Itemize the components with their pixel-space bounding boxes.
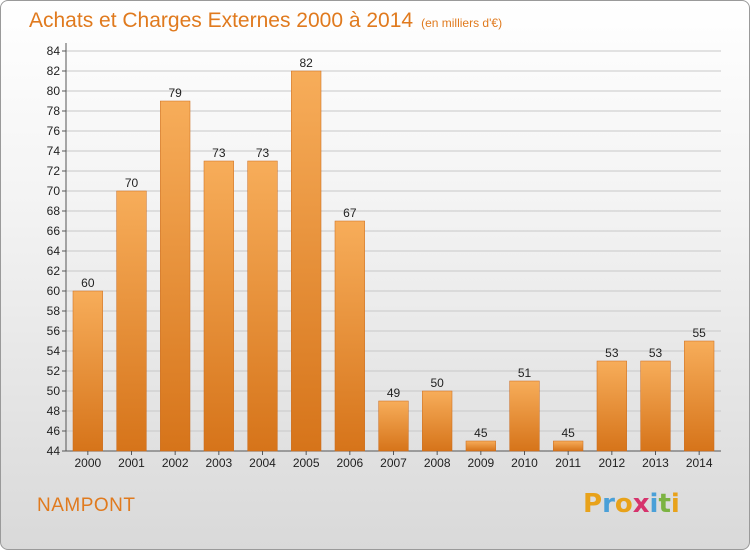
proxiti-logo: Proxiti	[583, 489, 680, 519]
value-label-2003: 73	[212, 146, 226, 160]
value-labels: 60 70 79 73 73 82 67 49 50 45 51 45 53 53 55	[81, 56, 706, 440]
y-tick-label: 44	[47, 444, 61, 458]
bar-2006	[334, 220, 365, 452]
value-label-2011: 45	[561, 426, 575, 440]
y-tick-label: 62	[47, 264, 61, 278]
value-label-2000: 60	[81, 276, 95, 290]
logo-letter: i	[670, 489, 680, 519]
bar-2002	[160, 100, 191, 452]
bar-2001	[116, 190, 147, 452]
logo-letter: x	[632, 489, 650, 519]
x-tick-label-2010: 2010	[511, 456, 538, 470]
y-tick-label: 72	[47, 164, 61, 178]
value-label-2009: 45	[474, 426, 488, 440]
y-tick-label: 54	[47, 344, 61, 358]
y-tick-label: 58	[47, 304, 61, 318]
y-tick-label: 70	[47, 184, 61, 198]
bars	[72, 70, 715, 452]
logo-letter: P	[583, 489, 603, 519]
x-tick-label-2000: 2000	[74, 456, 101, 470]
value-label-2005: 82	[299, 56, 313, 70]
bar-2000	[72, 290, 103, 452]
x-tick-label-2007: 2007	[380, 456, 407, 470]
y-axis-ticks: 44 46 48 50 52 54 56 58 60 62 64 66 68 70 72 74 76 78 80 82…	[47, 44, 66, 458]
value-label-2006: 67	[343, 206, 357, 220]
value-label-2013: 53	[649, 346, 663, 360]
y-tick-label: 50	[47, 384, 61, 398]
y-tick-label: 48	[47, 404, 61, 418]
y-tick-label: 82	[47, 64, 61, 78]
x-axis-labels: 2000 2001 2002 2003 2004 2005 2006 2007 2008 2009…	[74, 451, 713, 470]
value-label-2008: 50	[430, 376, 444, 390]
bar-2012	[596, 360, 627, 452]
x-tick-label-2013: 2013	[642, 456, 669, 470]
x-tick-label-2001: 2001	[118, 456, 145, 470]
logo-letter: t	[658, 489, 671, 519]
chart-title: Achats et Charges Externes 2000 à 2014 (e…	[29, 9, 502, 33]
y-tick-label: 64	[47, 244, 61, 258]
x-tick-label-2014: 2014	[686, 456, 713, 470]
bar-2007	[378, 400, 409, 452]
y-tick-label: 84	[47, 44, 61, 58]
y-tick-label: 52	[47, 364, 61, 378]
chart-title-text: Achats et Charges Externes 2000 à 2014	[29, 9, 414, 32]
value-label-2007: 49	[387, 386, 401, 400]
bar-2011	[553, 440, 584, 452]
x-tick-label-2006: 2006	[336, 456, 363, 470]
logo-letter: o	[614, 489, 633, 519]
bar-2009	[465, 440, 496, 452]
y-tick-label: 66	[47, 224, 61, 238]
bar-2003	[203, 160, 234, 452]
bar-2005	[291, 70, 322, 452]
x-tick-label-2004: 2004	[249, 456, 276, 470]
value-label-2012: 53	[605, 346, 619, 360]
value-label-2001: 70	[125, 176, 139, 190]
x-tick-label-2005: 2005	[293, 456, 320, 470]
value-label-2014: 55	[692, 326, 706, 340]
bar-2013	[640, 360, 671, 452]
y-tick-label: 74	[47, 144, 61, 158]
y-tick-label: 56	[47, 324, 61, 338]
value-label-2002: 79	[168, 86, 182, 100]
y-tick-label: 68	[47, 204, 61, 218]
bar-2010	[509, 380, 540, 452]
value-label-2010: 51	[518, 366, 532, 380]
x-tick-label-2009: 2009	[467, 456, 494, 470]
bar-2004	[247, 160, 278, 452]
bar-2008	[422, 390, 453, 452]
logo-letter: i	[649, 489, 659, 519]
bar-2014	[684, 340, 715, 452]
x-tick-label-2011: 2011	[555, 456, 581, 470]
y-tick-label: 60	[47, 284, 61, 298]
x-tick-label-2003: 2003	[205, 456, 232, 470]
logo-letter: r	[602, 489, 615, 519]
y-tick-label: 80	[47, 84, 61, 98]
commune-name: NAMPONT	[37, 495, 136, 516]
chart-subtitle: (en milliers d'€)	[421, 16, 503, 30]
x-tick-label-2008: 2008	[424, 456, 451, 470]
y-tick-label: 78	[47, 104, 61, 118]
value-label-2004: 73	[256, 146, 270, 160]
x-tick-label-2002: 2002	[162, 456, 189, 470]
y-tick-label: 46	[47, 424, 61, 438]
y-tick-label: 76	[47, 124, 61, 138]
x-tick-label-2012: 2012	[598, 456, 625, 470]
